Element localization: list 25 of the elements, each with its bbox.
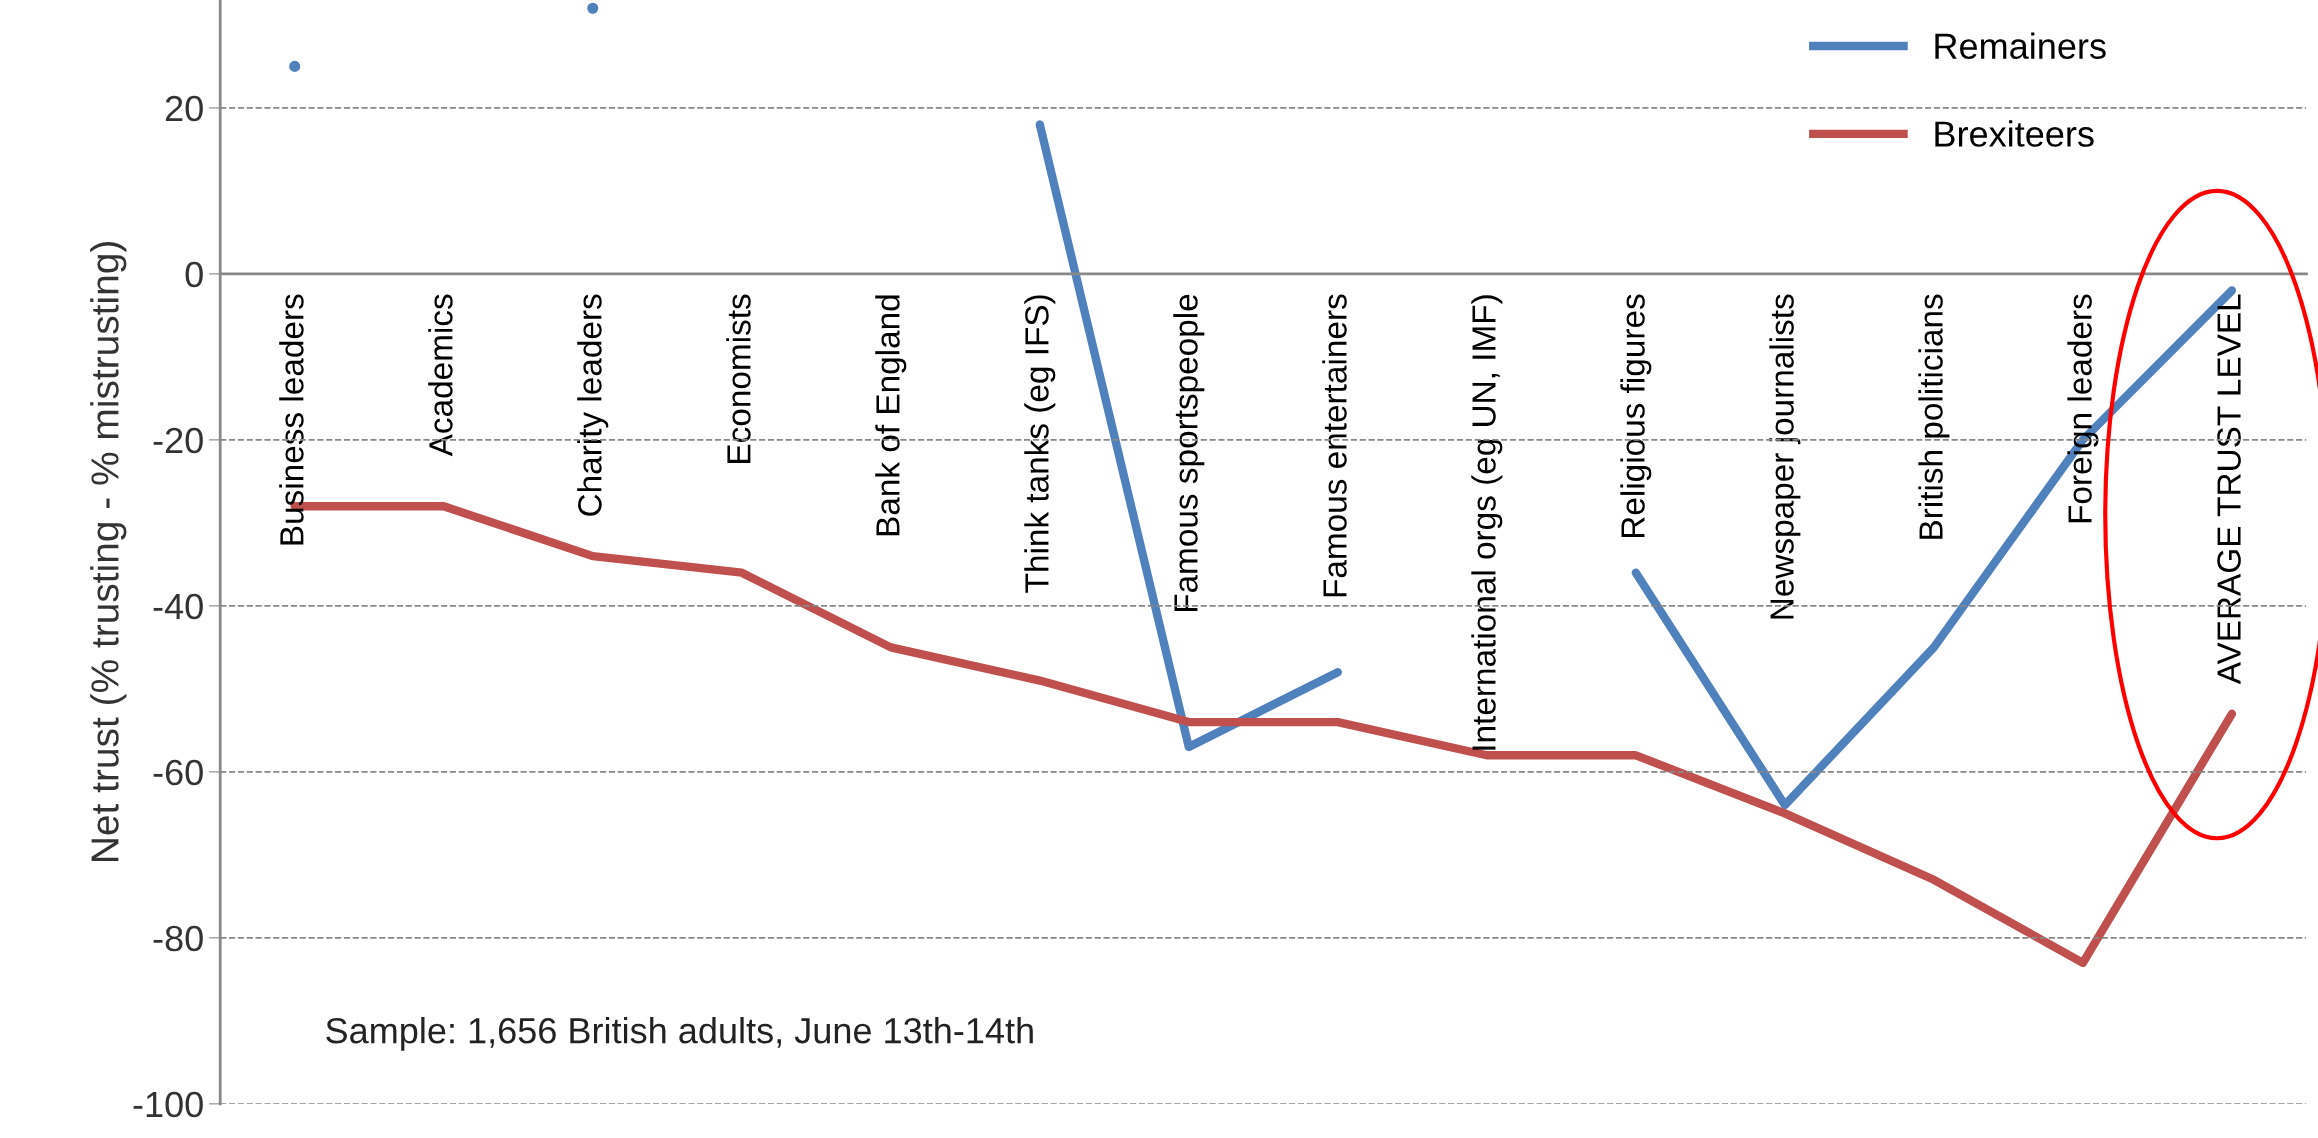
x-tick-label: Think tanks (eg IFS) (1024, 295, 1056, 593)
y-tick-label: -20 (153, 427, 203, 454)
annotation: Sample: 1,656 British adults, June 13th-14th (326, 1016, 1033, 1051)
x-tick-label: Bank of England (875, 295, 907, 536)
y-tick-label: -40 (153, 593, 203, 620)
x-tick-label: AVERAGE TRUST LEVEL (2217, 294, 2241, 685)
y-tick-label: -60 (153, 759, 203, 786)
x-tick-label: International orgs (eg UN, IMF) (1471, 295, 1503, 750)
y-tick-label: 0 (185, 261, 203, 288)
x-tick-label: Economists (726, 294, 751, 463)
x-tick-label: Famous entertainers (1322, 294, 1347, 597)
x-tick-label: Charity leaders (577, 294, 609, 516)
x-tick-label: Newspaper journalists (1769, 294, 1801, 619)
x-tick-label: Business leaders (279, 294, 304, 545)
y-tick-label: 20 (165, 95, 203, 122)
x-tick-label: Foreign leaders (2067, 294, 2099, 523)
y-tick-label: -80 (153, 925, 203, 952)
x-tick-label: Religious figures (1620, 294, 1652, 538)
x-tick-label: British politicians (1918, 294, 1950, 539)
x-tick-label: Academics (428, 294, 453, 457)
legend-label: Brexiteers (1935, 120, 2094, 147)
legend-label: Remainers (1935, 32, 2106, 60)
y-axis-title: Net trust (% trusting - % mistrusting) (90, 242, 127, 861)
x-tick-label: Famous sportspeople (1173, 294, 1205, 612)
y-tick-label: -100 (133, 1091, 203, 1118)
